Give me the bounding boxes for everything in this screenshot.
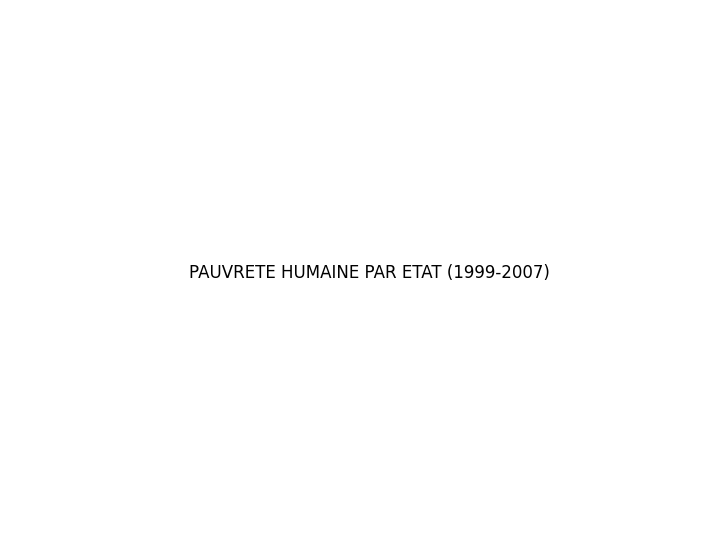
Text: PAUVRETE HUMAINE PAR ETAT (1999-2007): PAUVRETE HUMAINE PAR ETAT (1999-2007) xyxy=(189,264,549,282)
